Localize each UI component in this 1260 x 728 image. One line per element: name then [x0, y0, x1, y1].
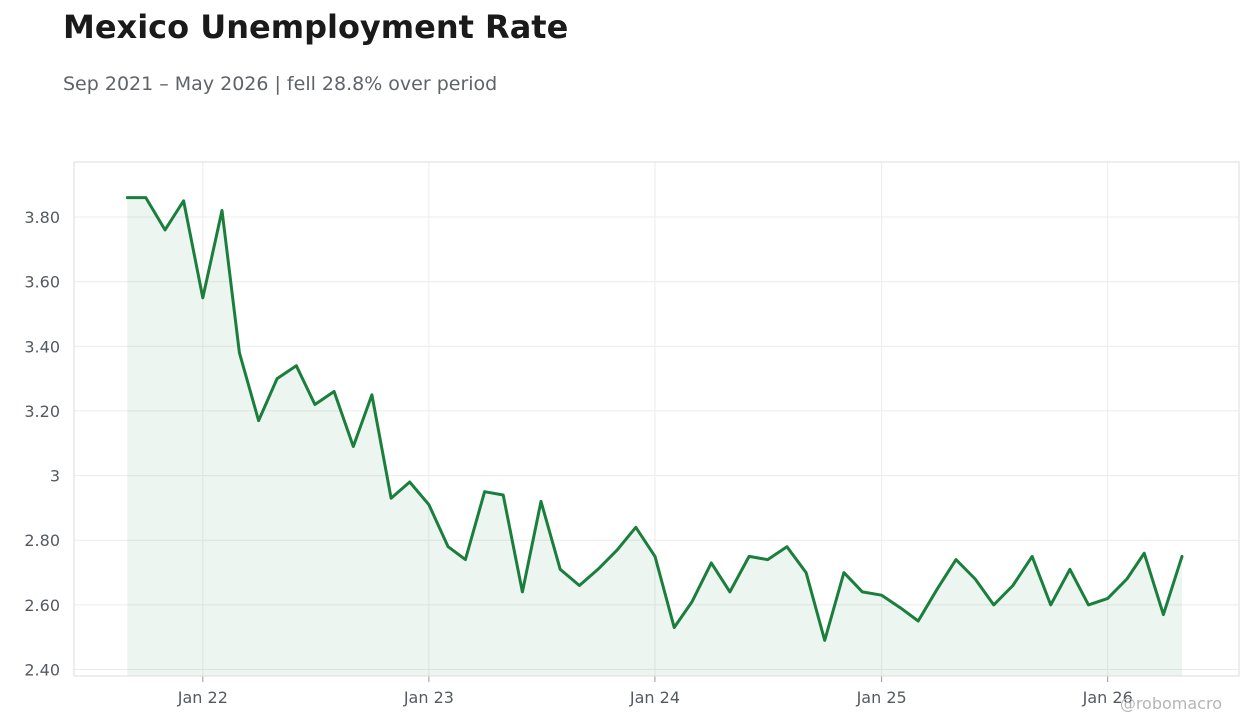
plot-frame: [73, 161, 1240, 677]
watermark: @robomacro: [1119, 694, 1222, 713]
y-tick-label: 3.40: [24, 337, 60, 356]
y-tick-label: 3: [50, 467, 60, 486]
x-tick-label: Jan 23: [403, 688, 454, 707]
series-line: [125, 196, 1184, 642]
y-tick-label: 2.80: [24, 531, 60, 550]
area-fill: [127, 197, 1182, 676]
x-tick-label: Jan 22: [177, 688, 228, 707]
axis-ticks: 2.40 2.60 2.80 3 3.20 3.40 3.60 3.80 Jan 22 Jan 2…: [24, 208, 1132, 707]
x-tick-label: Jan 25: [856, 688, 907, 707]
x-tick-label: Jan 24: [629, 688, 680, 707]
series-line-path: [125, 196, 1184, 642]
chart-subtitle: Sep 2021 – May 2026 | fell 28.8% over pe…: [63, 73, 498, 95]
y-tick-label: 2.40: [24, 661, 60, 680]
y-tick-label: 3.80: [24, 208, 60, 227]
chart-title: Mexico Unemployment Rate: [63, 8, 569, 46]
y-tick-label: 3.60: [24, 273, 60, 292]
series-area: [127, 197, 1182, 676]
x-tick-label: Jan 26: [1082, 688, 1133, 707]
grid: [74, 162, 1239, 676]
y-tick-label: 2.60: [24, 596, 60, 615]
y-tick-label: 3.20: [24, 402, 60, 421]
